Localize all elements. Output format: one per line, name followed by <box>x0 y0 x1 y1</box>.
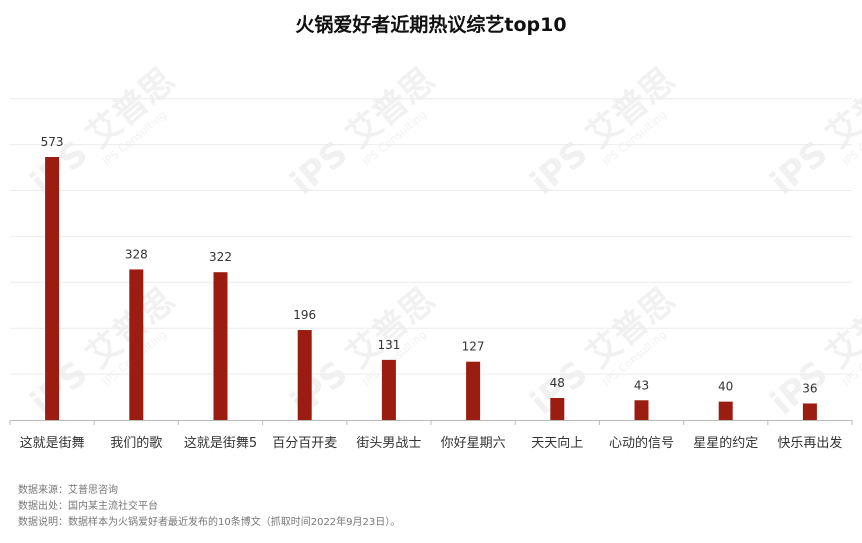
bar-value-label: 131 <box>377 338 400 352</box>
bar <box>381 359 396 420</box>
note-description: 数据说明：数据样本为火锅爱好者最近发布的10条博文（抓取时间2022年9月23日… <box>18 517 401 528</box>
x-ticks <box>9 420 853 425</box>
bar <box>550 397 565 420</box>
bar-value-label: 40 <box>718 380 733 394</box>
bar-value-label: 36 <box>802 381 817 395</box>
chart-title: 火锅爱好者近期热议综艺top10 <box>295 14 567 36</box>
bar-value-label: 127 <box>462 340 485 354</box>
bar <box>802 403 817 420</box>
bar <box>45 157 60 420</box>
watermark-logo: iPS 艾普思 <box>523 60 683 203</box>
chart-notes: 数据来源：艾普思咨询 数据出处：国内某主流社交平台 数据说明：数据样本为火锅爱好… <box>18 483 400 531</box>
bar <box>213 272 228 420</box>
watermark-logo: iPS 艾普思 <box>763 280 862 423</box>
x-tick-label: 天天向上 <box>531 435 583 451</box>
watermark-logo: iPS 艾普思 <box>523 280 683 423</box>
bar-value-label: 328 <box>125 247 148 261</box>
x-tick-label: 这就是街舞 <box>20 435 85 451</box>
bar <box>634 400 649 420</box>
note-origin: 数据出处：国内某主流社交平台 <box>18 501 158 512</box>
x-tick-label: 街头男战士 <box>356 436 421 451</box>
bar <box>297 330 312 420</box>
x-tick-label: 心动的信号 <box>609 435 674 451</box>
x-tick-label: 你好星期六 <box>441 436 506 451</box>
watermark-logo: iPS 艾普思 <box>763 60 862 203</box>
value-labels: 573 328 322 196 131 127 48 43 40 36 <box>41 135 818 395</box>
x-axis-labels: 这就是街舞 我们的歌 这就是街舞5 百分百开麦 街头男战士 你好星期六 天天向上 心动的信号 星… <box>20 435 843 451</box>
gridlines <box>10 98 852 375</box>
watermark-logo: iPS 艾普思 <box>283 60 443 203</box>
bar-value-label: 573 <box>41 135 64 149</box>
x-tick-label: 这就是街舞5 <box>184 435 257 451</box>
bar-value-label: 196 <box>293 308 316 322</box>
x-tick-label: 百分百开麦 <box>272 436 337 451</box>
note-source: 数据来源：艾普思咨询 <box>18 485 118 496</box>
bar <box>466 361 481 420</box>
bar <box>718 401 733 420</box>
x-tick-label: 我们的歌 <box>110 435 162 451</box>
bar-value-label: 43 <box>634 378 649 392</box>
x-tick-label: 星星的约定 <box>693 435 758 451</box>
bars <box>45 157 817 420</box>
bar-value-label: 322 <box>209 250 232 264</box>
bar <box>129 269 144 420</box>
bar-value-label: 48 <box>550 376 565 390</box>
x-tick-label: 快乐再出发 <box>777 435 842 451</box>
